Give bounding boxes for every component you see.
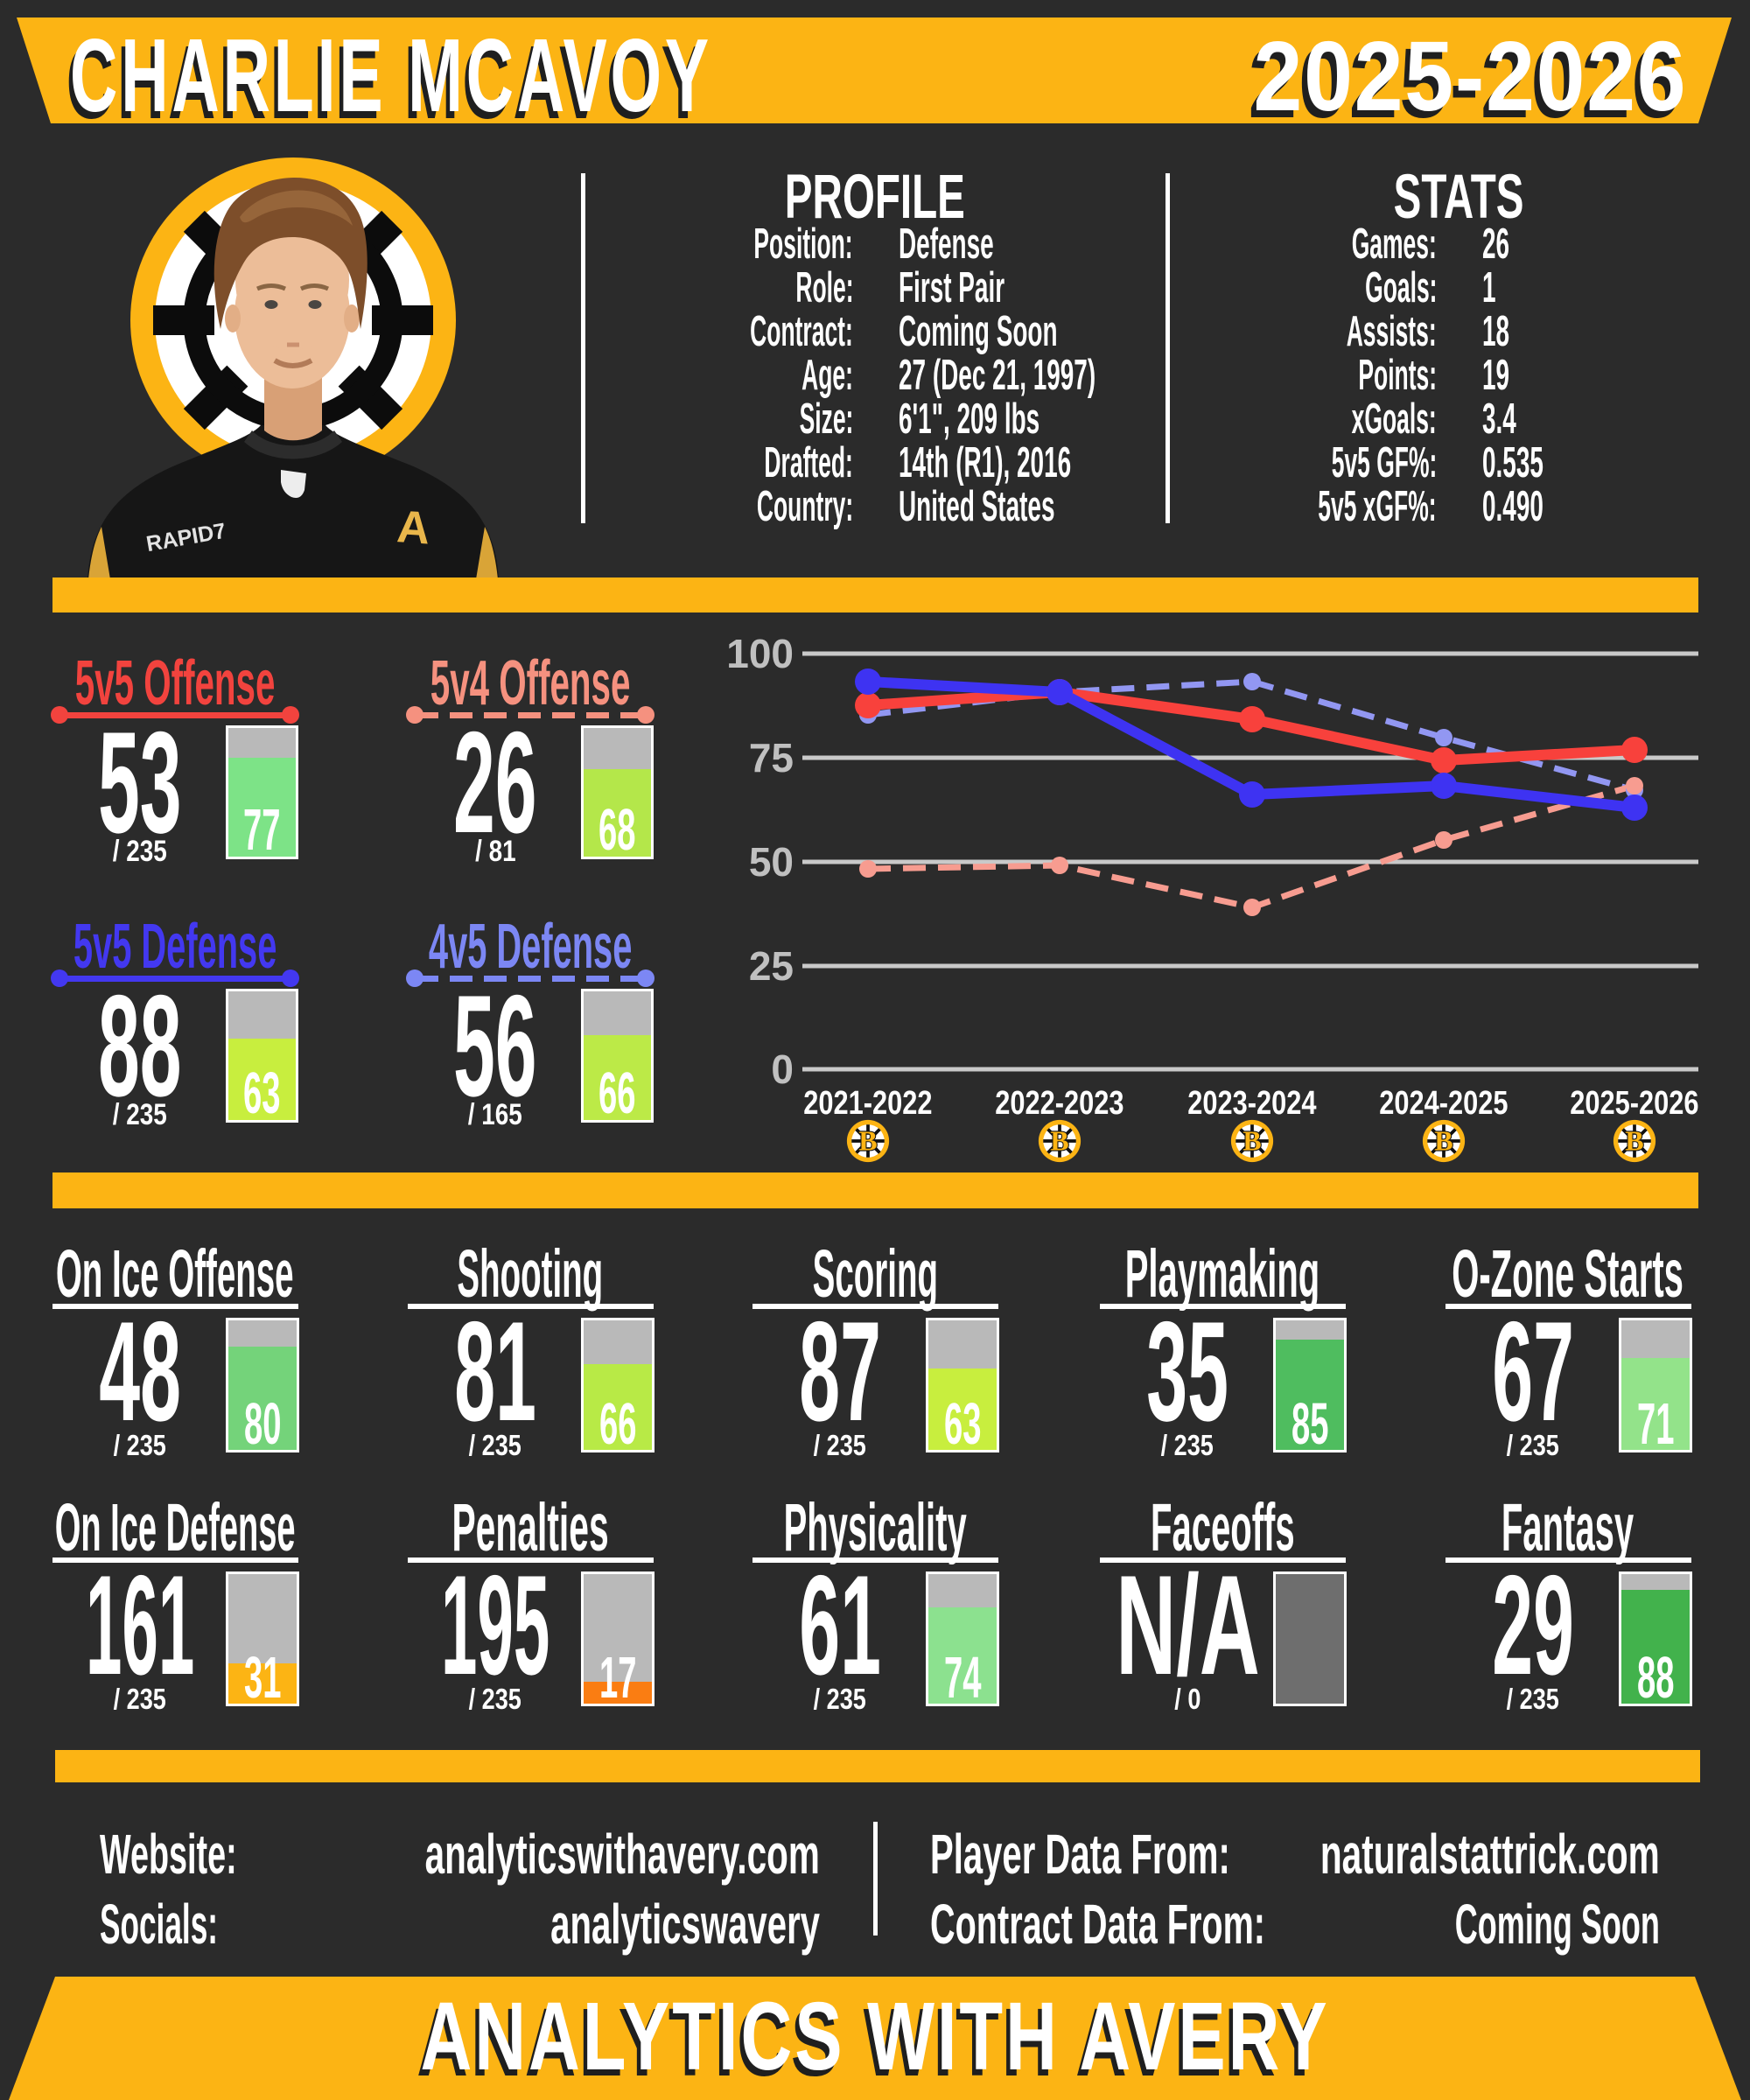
svg-text:B: B <box>858 1125 877 1157</box>
svg-text:B: B <box>1242 1125 1261 1157</box>
svg-text:A: A <box>396 501 432 554</box>
svg-text:B: B <box>1050 1125 1068 1157</box>
svg-text:B: B <box>1434 1125 1452 1157</box>
svg-text:B: B <box>1625 1125 1643 1157</box>
